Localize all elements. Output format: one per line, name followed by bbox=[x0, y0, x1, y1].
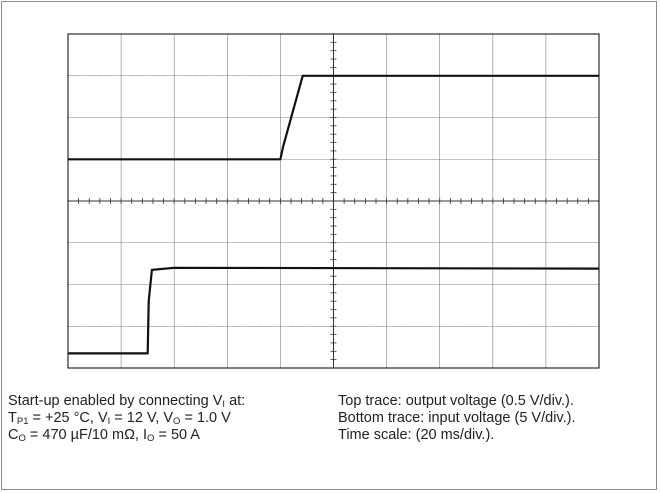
output-voltage-trace bbox=[68, 74, 599, 161]
caption-line-2: TP1 = +25 °C, VI = 12 V, VO = 1.0 V bbox=[8, 410, 231, 427]
trace-legend-caption: Top trace: output voltage (0.5 V/div.). … bbox=[338, 393, 575, 444]
bottom-trace-note: Bottom trace: input voltage (5 V/div.). bbox=[338, 410, 576, 426]
caption-line-3: CO = 470 µF/10 mΩ, IO = 50 A bbox=[8, 427, 200, 444]
top-trace-note: Top trace: output voltage (0.5 V/div.). bbox=[338, 393, 574, 409]
caption-line-1: Start-up enabled by connecting VI at: bbox=[8, 393, 246, 410]
plot-border bbox=[67, 33, 600, 369]
oscilloscope-plot bbox=[67, 33, 600, 369]
trace-layer bbox=[68, 74, 600, 355]
input-voltage-trace bbox=[68, 266, 600, 355]
time-scale-note: Time scale: (20 ms/div.). bbox=[338, 427, 495, 443]
conditions-caption: Start-up enabled by connecting VI at: TP… bbox=[8, 393, 245, 444]
